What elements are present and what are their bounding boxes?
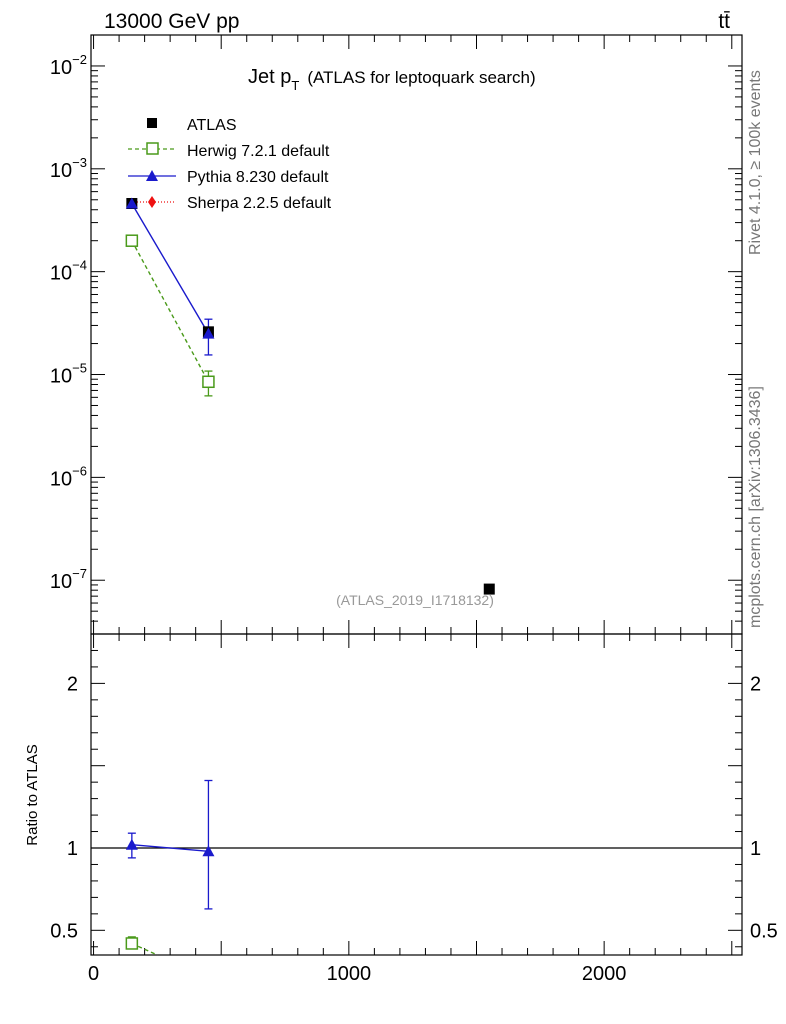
data-point-pythia — [125, 197, 138, 209]
data-point-pythia — [202, 327, 215, 339]
legend: ATLAS Herwig 7.2.1 default Pythia 8.230 … — [128, 117, 332, 212]
ratio-y-tick-label-right: 1 — [750, 838, 761, 860]
ratio-y-tick-label-left: 0.5 — [50, 920, 78, 942]
legend-marker-sherpa — [148, 196, 156, 208]
ratio-axis-ticks — [91, 633, 742, 955]
x-tick-label: 2000 — [582, 963, 627, 985]
chart-title-sub: T — [291, 78, 299, 93]
side-label-rivet: Rivet 4.1.0, ≥ 100k events — [747, 70, 764, 255]
main-y-tick-label: 10−7 — [50, 566, 87, 593]
main-y-tick-label: 10−6 — [50, 463, 87, 490]
main-axis-ticks — [91, 34, 742, 635]
ratio-tick-labels: 2 2 1 1 0.5 0.5 0 1000 2000 — [50, 673, 778, 985]
ratio-y-tick-label-right: 0.5 — [750, 920, 778, 942]
ratio-plot-frame — [90, 633, 743, 956]
legend-label-atlas: ATLAS — [187, 117, 237, 134]
data-point-atlas — [483, 583, 495, 595]
header-right: tt̄ — [718, 10, 730, 33]
data-point-herwig — [125, 234, 139, 247]
series-line — [131, 240, 210, 383]
main-y-tick-label: 10−3 — [50, 155, 87, 182]
ratio-series — [125, 779, 215, 956]
x-tick-label: 0 — [88, 963, 99, 985]
analysis-watermark: (ATLAS_2019_I1718132) — [336, 592, 494, 608]
series-line — [131, 203, 210, 334]
side-label-mcplots: mcplots.cern.ch [arXiv:1306.3436] — [747, 386, 764, 628]
chart-title: Jet pT (ATLAS for leptoquark search) — [248, 66, 536, 93]
x-tick-label: 1000 — [327, 963, 372, 985]
chart-title-rest: (ATLAS for leptoquark search) — [307, 68, 535, 87]
legend-marker-atlas — [147, 118, 157, 128]
main-y-tick-label: 10−2 — [50, 52, 87, 79]
ratio-series-line — [131, 942, 158, 956]
chart-title-main: Jet p — [248, 66, 291, 88]
main-y-tick-labels: 10−2 10−3 10−4 10−5 10−6 10−7 — [50, 52, 87, 593]
main-y-tick-label: 10−5 — [50, 361, 87, 388]
ratio-y-tick-label-left: 1 — [67, 838, 78, 860]
legend-marker-herwig — [146, 142, 159, 155]
ratio-y-tick-label-right: 2 — [750, 673, 761, 695]
legend-marker-pythia — [146, 170, 158, 181]
ratio-y-tick-label-left: 2 — [67, 673, 78, 695]
header-left: 13000 GeV pp — [104, 10, 239, 33]
legend-label-pythia: Pythia 8.230 default — [187, 169, 329, 186]
main-y-tick-label: 10−4 — [50, 258, 87, 285]
ratio-ylabel: Ratio to ATLAS — [24, 744, 41, 845]
ratio-point-pythia — [125, 838, 138, 850]
ratio-point-herwig — [125, 937, 139, 950]
legend-label-herwig: Herwig 7.2.1 default — [187, 143, 330, 160]
ratio-point-pythia — [202, 845, 215, 857]
main-series — [125, 197, 495, 595]
data-point-herwig — [202, 375, 215, 389]
ratio-series-line — [131, 844, 209, 852]
legend-label-sherpa: Sherpa 2.2.5 default — [187, 195, 332, 212]
